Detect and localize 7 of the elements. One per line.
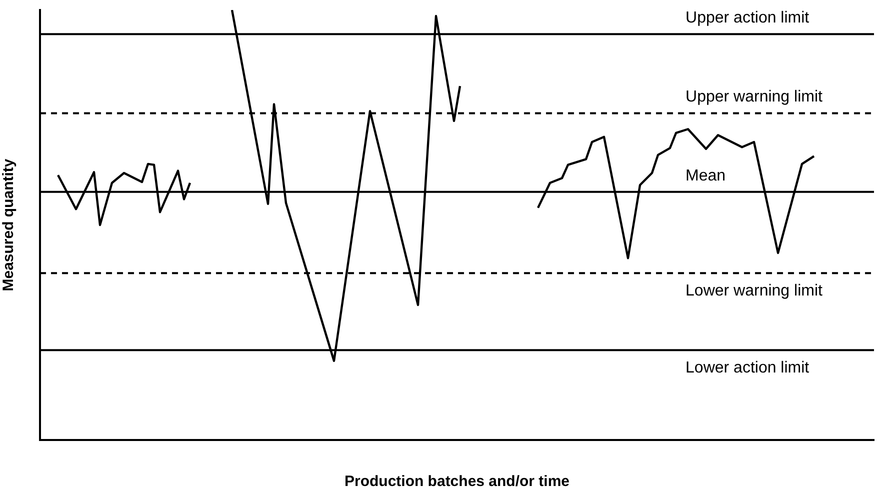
x-axis-title: Production batches and/or time [344,473,570,490]
y-axis-title: Measured quantity [0,158,18,292]
ref-line-label: Lower action limit [686,360,810,377]
ref-line-label: Lower warning limit [686,282,824,300]
ref-line-label: Upper action limit [686,9,810,26]
ref-line-label: Mean [686,167,726,184]
ref-line-label: Upper warning limit [686,88,824,106]
